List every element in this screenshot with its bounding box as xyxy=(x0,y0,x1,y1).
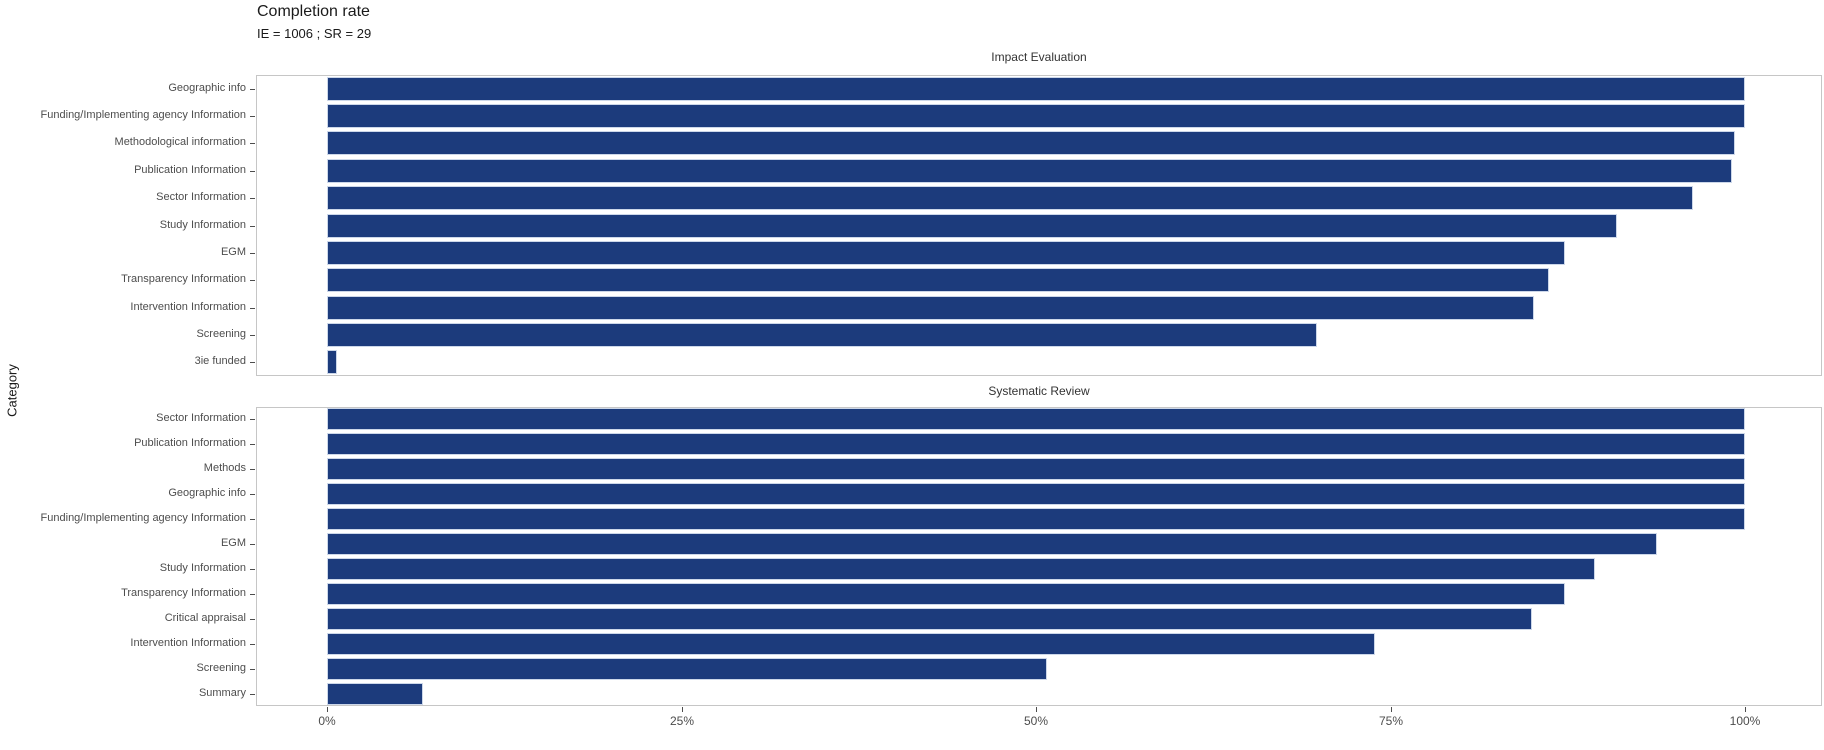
y-axis-tick xyxy=(250,694,255,695)
category-label: Funding/Implementing agency Information xyxy=(40,512,246,525)
x-axis-tick xyxy=(1745,707,1746,712)
category-label: Summary xyxy=(198,686,246,699)
y-axis-tick xyxy=(250,444,255,445)
y-axis-tick xyxy=(250,469,255,470)
y-axis-tick xyxy=(250,544,255,545)
bar xyxy=(327,214,1618,238)
category-label: Sector Information xyxy=(156,191,246,204)
bar xyxy=(327,268,1550,292)
facet-strip-label: Systematic Review xyxy=(988,384,1090,398)
y-axis-tick xyxy=(250,198,255,199)
category-label: Funding/Implementing agency Information xyxy=(40,109,246,122)
bar xyxy=(327,323,1317,347)
category-label: Intervention Information xyxy=(130,300,246,313)
category-label: Publication Information xyxy=(134,437,246,450)
category-label: Geographic info xyxy=(168,81,246,94)
y-axis-tick xyxy=(250,594,255,595)
y-axis-tick xyxy=(250,669,255,670)
x-axis-tick xyxy=(1036,707,1037,712)
category-label: Publication Information xyxy=(134,163,246,176)
bar xyxy=(327,350,337,374)
facet-strip-label: Impact Evaluation xyxy=(991,50,1087,64)
y-axis-tick xyxy=(250,362,255,363)
x-axis-tick xyxy=(327,707,328,712)
bar xyxy=(327,104,1745,128)
bar xyxy=(327,77,1745,101)
y-axis-tick xyxy=(250,89,255,90)
y-axis-tick xyxy=(250,644,255,645)
y-axis-tick xyxy=(250,519,255,520)
bar xyxy=(327,131,1736,155)
category-label: Transparency Information xyxy=(121,586,246,599)
y-axis-tick xyxy=(250,171,255,172)
category-label: Study Information xyxy=(159,218,246,231)
y-axis-tick xyxy=(250,335,255,336)
bar xyxy=(327,458,1745,480)
x-tick-label: 50% xyxy=(1023,714,1049,728)
bar xyxy=(327,583,1565,605)
y-axis-tick xyxy=(250,569,255,570)
y-axis-tick xyxy=(250,494,255,495)
category-label: Sector Information xyxy=(156,412,246,425)
category-label: EGM xyxy=(220,245,246,258)
y-axis-tick xyxy=(250,226,255,227)
y-axis-tick xyxy=(250,619,255,620)
category-label: EGM xyxy=(220,537,246,550)
bar xyxy=(327,408,1745,430)
chart-subtitle: IE = 1006 ; SR = 29 xyxy=(257,26,372,41)
x-axis-tick xyxy=(1391,707,1392,712)
y-axis-tick xyxy=(250,253,255,254)
bar xyxy=(327,159,1733,183)
category-label: Transparency Information xyxy=(121,273,246,286)
y-axis-tick xyxy=(250,419,255,420)
category-label: Screening xyxy=(196,327,246,340)
bar xyxy=(327,683,424,705)
facet-panel xyxy=(256,407,1822,706)
y-axis-tick xyxy=(250,143,255,144)
category-label: Critical appraisal xyxy=(164,611,246,624)
x-tick-label: 75% xyxy=(1378,714,1404,728)
bar xyxy=(327,186,1693,210)
x-tick-label: 25% xyxy=(669,714,695,728)
y-axis-tick xyxy=(250,280,255,281)
category-label: 3ie funded xyxy=(194,355,246,368)
category-label: Methodological information xyxy=(114,136,246,149)
x-axis-tick xyxy=(682,707,683,712)
category-label: Intervention Information xyxy=(130,636,246,649)
category-label: Screening xyxy=(196,661,246,674)
category-label: Geographic info xyxy=(168,487,246,500)
bar xyxy=(327,433,1745,455)
bar xyxy=(327,508,1745,530)
bar xyxy=(327,483,1745,505)
bar xyxy=(327,241,1565,265)
y-axis-tick xyxy=(250,308,255,309)
bar xyxy=(327,608,1533,630)
category-label: Study Information xyxy=(159,561,246,574)
bar xyxy=(327,633,1375,655)
x-tick-label: 100% xyxy=(1729,714,1761,728)
chart-title: Completion rate xyxy=(257,3,370,20)
bar xyxy=(327,558,1595,580)
x-tick-label: 0% xyxy=(318,714,336,728)
category-label: Methods xyxy=(203,462,246,475)
y-axis-tick xyxy=(250,116,255,117)
bar xyxy=(327,296,1534,320)
bar xyxy=(327,658,1048,680)
bar xyxy=(327,533,1658,555)
